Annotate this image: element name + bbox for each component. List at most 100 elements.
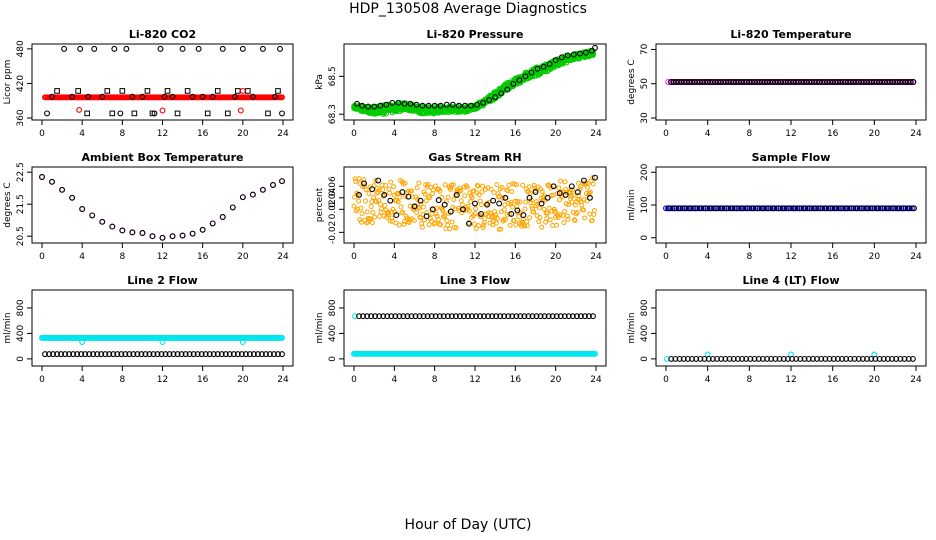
data-point bbox=[506, 182, 512, 188]
data-point bbox=[493, 313, 500, 320]
data-point bbox=[846, 205, 853, 212]
data-point bbox=[458, 188, 464, 194]
data-point bbox=[575, 180, 581, 186]
data-point bbox=[567, 189, 573, 195]
data-point bbox=[829, 205, 836, 212]
data-point bbox=[449, 219, 455, 225]
data-point bbox=[860, 205, 867, 212]
data-point bbox=[788, 205, 794, 212]
data-point bbox=[672, 355, 679, 362]
data-point bbox=[368, 313, 375, 320]
data-point bbox=[404, 313, 411, 320]
data-point bbox=[361, 177, 367, 183]
data-point bbox=[481, 222, 487, 228]
data-point bbox=[447, 226, 453, 232]
data-point bbox=[721, 205, 728, 212]
data-point bbox=[569, 199, 575, 205]
data-point bbox=[830, 355, 837, 362]
x-tick-label: 8 bbox=[119, 129, 125, 139]
data-point bbox=[752, 205, 759, 212]
data-point bbox=[557, 313, 564, 320]
data-point bbox=[571, 192, 577, 198]
data-point bbox=[467, 199, 473, 205]
data-point bbox=[139, 93, 146, 100]
data-point bbox=[486, 97, 493, 103]
data-point bbox=[871, 205, 878, 212]
data-point bbox=[164, 88, 171, 94]
data-point bbox=[50, 351, 56, 358]
data-point bbox=[591, 212, 597, 218]
x-tick-label: 20 bbox=[237, 252, 249, 262]
x-tick-label: 16 bbox=[510, 129, 522, 139]
y-axis-label: ml/min bbox=[627, 312, 637, 343]
data-point bbox=[189, 230, 196, 237]
data-point bbox=[739, 355, 745, 362]
data-point bbox=[144, 88, 151, 94]
data-point bbox=[521, 313, 528, 320]
data-point bbox=[210, 351, 217, 358]
data-point bbox=[581, 313, 588, 320]
data-point bbox=[238, 351, 245, 358]
data-point bbox=[159, 234, 166, 241]
data-point bbox=[725, 205, 732, 212]
data-point bbox=[545, 313, 552, 320]
data-point bbox=[539, 224, 545, 230]
data-point bbox=[149, 110, 156, 117]
data-point bbox=[363, 187, 369, 193]
data-point bbox=[462, 193, 468, 199]
data-point bbox=[540, 198, 546, 204]
data-point bbox=[683, 205, 690, 212]
data-point bbox=[114, 351, 121, 358]
data-point bbox=[166, 351, 173, 358]
data-point bbox=[419, 102, 426, 109]
data-point bbox=[159, 339, 166, 345]
data-point bbox=[365, 103, 372, 110]
data-point bbox=[77, 45, 84, 52]
y-tick-label: 200 bbox=[640, 163, 650, 180]
data-point bbox=[472, 211, 478, 217]
data-point bbox=[242, 351, 249, 358]
data-point bbox=[562, 209, 568, 215]
data-point bbox=[501, 207, 507, 213]
data-point bbox=[449, 101, 456, 108]
data-point bbox=[424, 184, 430, 190]
data-point bbox=[111, 45, 118, 52]
data-point bbox=[718, 355, 725, 362]
data-point bbox=[420, 313, 427, 320]
data-point bbox=[239, 87, 246, 94]
data-point bbox=[505, 200, 511, 206]
data-point bbox=[174, 351, 181, 358]
data-point bbox=[401, 100, 408, 107]
x-tick-label: 20 bbox=[550, 129, 562, 139]
data-point bbox=[186, 351, 193, 358]
data-point bbox=[751, 355, 758, 362]
data-point bbox=[472, 200, 478, 207]
data-point bbox=[431, 102, 438, 109]
data-point bbox=[154, 351, 161, 358]
data-point bbox=[521, 223, 527, 229]
data-point bbox=[49, 93, 55, 100]
data-point bbox=[694, 205, 701, 212]
data-point bbox=[275, 351, 281, 358]
data-point bbox=[705, 355, 712, 362]
data-point bbox=[458, 198, 464, 204]
data-point bbox=[182, 351, 189, 358]
y-tick-label: 20.5 bbox=[16, 226, 26, 246]
data-point bbox=[44, 110, 50, 117]
y-axis-label: ml/min bbox=[3, 312, 13, 343]
data-point bbox=[356, 191, 362, 198]
data-point bbox=[502, 194, 509, 201]
data-point bbox=[789, 355, 795, 362]
chart-panel: Gas Stream RH percent 0 4 8 12 16 20 24 -0.02 0.02… bbox=[315, 151, 607, 262]
data-point bbox=[585, 184, 591, 190]
data-point bbox=[773, 205, 780, 212]
data-point bbox=[529, 206, 535, 212]
data-point bbox=[523, 199, 529, 205]
data-point bbox=[784, 355, 791, 362]
x-tick-label: 24 bbox=[910, 129, 922, 139]
data-point bbox=[239, 194, 246, 201]
data-point bbox=[549, 313, 556, 320]
data-point bbox=[562, 179, 568, 185]
data-point bbox=[536, 219, 542, 225]
data-point bbox=[592, 174, 598, 181]
